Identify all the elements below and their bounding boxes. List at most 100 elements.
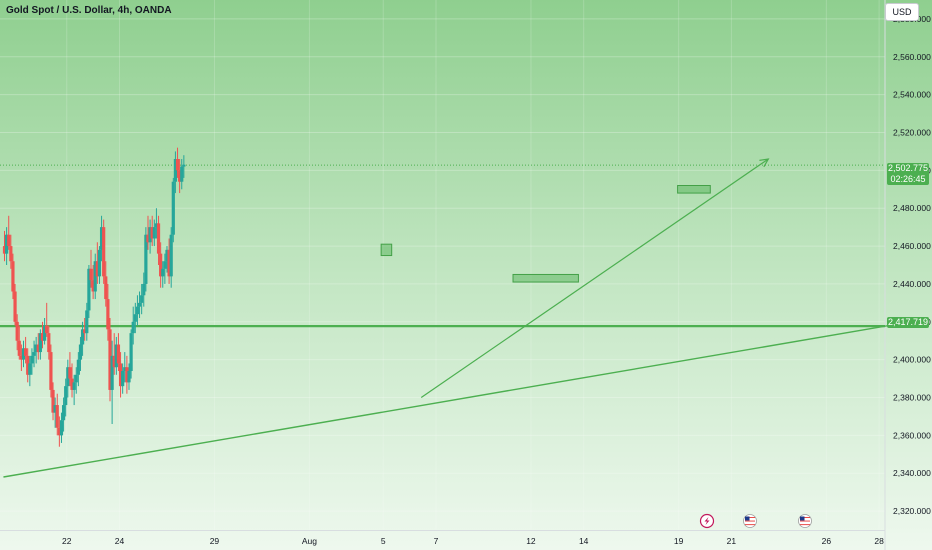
flag-stripe	[800, 518, 810, 520]
candle	[45, 302, 49, 337]
candle	[74, 367, 78, 394]
candle-body	[114, 344, 118, 368]
candle-body	[40, 333, 45, 341]
candle-body	[30, 355, 34, 364]
candle	[89, 249, 93, 288]
chart-title: Gold Spot / U.S. Dollar, 4h, OANDA	[6, 5, 172, 16]
support-zone	[380, 243, 393, 257]
y-tick-label: 2,540.000	[893, 90, 931, 100]
candle-body	[169, 234, 173, 277]
last-price-value: 2,502.775	[887, 163, 929, 173]
flag-stripe	[800, 520, 810, 522]
candle-body	[161, 268, 165, 277]
candle-body	[28, 363, 32, 375]
flag-canton	[800, 516, 805, 521]
candle-body	[83, 329, 87, 334]
candle-body	[129, 333, 133, 371]
candle-body	[85, 310, 89, 334]
candle-body	[123, 367, 127, 371]
candles	[2, 147, 186, 447]
candle	[163, 253, 167, 284]
candle	[161, 261, 165, 288]
candle-body	[21, 348, 26, 360]
candle	[167, 238, 171, 284]
y-tick-label: 2,480.000	[893, 203, 931, 213]
candle	[140, 283, 144, 315]
candle	[2, 230, 7, 262]
trendlines[interactable]	[0, 158, 911, 478]
candle	[42, 318, 47, 345]
candle-body	[135, 306, 140, 315]
candle-body	[80, 329, 85, 345]
candle-body	[26, 355, 30, 375]
candle	[13, 283, 17, 326]
candle	[66, 359, 70, 398]
candle-body	[180, 166, 184, 182]
candle	[133, 302, 137, 334]
x-tick-label: 28	[874, 536, 884, 546]
x-tick-label: 26	[822, 536, 832, 546]
candle	[118, 352, 123, 398]
candle	[142, 272, 146, 307]
candle-body	[167, 249, 171, 277]
y-tick-label: 2,360.000	[893, 430, 931, 440]
candle-body	[17, 340, 21, 356]
candle	[108, 318, 112, 402]
candle-body	[116, 344, 121, 364]
candle-body	[49, 352, 53, 390]
candle	[169, 227, 173, 288]
flag-stripe	[745, 522, 755, 524]
candle-body	[148, 227, 152, 243]
candle-body	[159, 253, 163, 277]
candle	[38, 329, 42, 360]
candle	[175, 147, 180, 178]
event-markers[interactable]	[699, 513, 812, 529]
candle	[178, 159, 182, 194]
candle	[150, 215, 154, 247]
candle	[87, 265, 91, 318]
flag-canton	[745, 516, 750, 521]
lightning-event-icon[interactable]	[699, 513, 715, 529]
x-tick-label: 29	[210, 536, 220, 546]
x-tick-label: 21	[727, 536, 737, 546]
candle	[68, 352, 72, 387]
candle-body	[87, 268, 91, 311]
us-flag-event-icon[interactable]	[798, 514, 812, 528]
y-tick-label: 2,440.000	[893, 279, 931, 289]
candle	[137, 291, 142, 318]
candle	[91, 265, 95, 300]
candle	[85, 302, 89, 341]
candle-body	[142, 283, 146, 296]
arrow-head-icon	[759, 158, 770, 168]
candle	[148, 219, 152, 254]
time-axis[interactable]: 22 24 29 Aug 5 7 12 14 19 21 26 28	[0, 530, 885, 547]
candle-body	[24, 348, 28, 356]
x-tick-label: 24	[115, 536, 125, 546]
candle	[59, 412, 64, 443]
candle	[40, 321, 45, 349]
candle-body	[131, 321, 135, 334]
candle	[17, 325, 21, 360]
candle	[76, 352, 80, 387]
flag-stripe	[745, 524, 755, 526]
candle-body	[104, 276, 108, 300]
currency-button[interactable]: USD	[885, 3, 919, 21]
flag-stripe	[745, 520, 755, 522]
candle	[80, 321, 85, 356]
candle-body	[72, 382, 76, 390]
candle-body	[137, 302, 142, 307]
candle	[28, 355, 32, 387]
candle-body	[154, 223, 159, 228]
candle	[7, 215, 11, 250]
lower-trendline	[3, 321, 911, 478]
us-flag-event-icon[interactable]	[743, 514, 757, 528]
candle-body	[57, 427, 61, 436]
candle	[146, 215, 150, 250]
candle	[144, 227, 148, 292]
candle	[159, 242, 163, 288]
candle-body	[165, 249, 169, 262]
candle	[26, 348, 30, 383]
candle	[129, 329, 133, 379]
candle	[152, 219, 156, 247]
